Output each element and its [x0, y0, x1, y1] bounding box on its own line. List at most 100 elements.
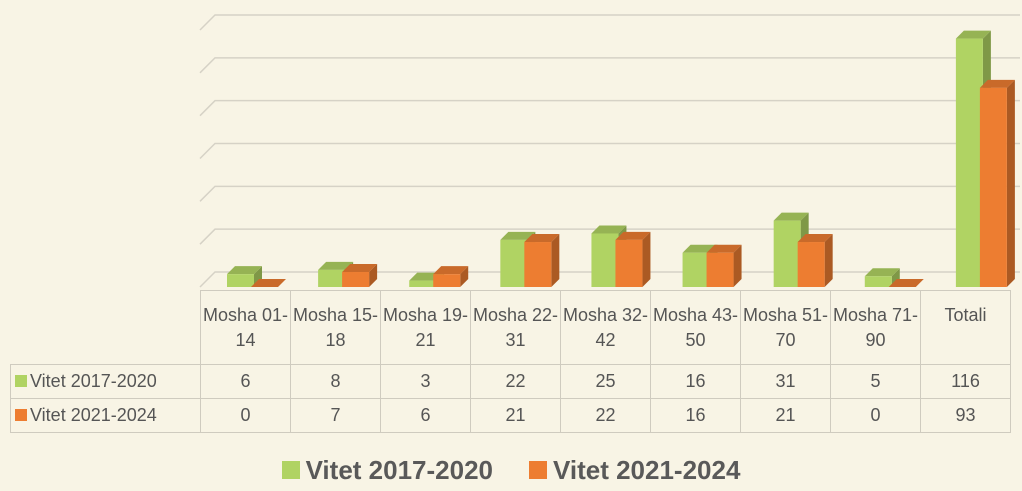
series-cell: Vitet 2017-2020 [10, 364, 201, 399]
bar [797, 242, 825, 287]
bar [409, 280, 437, 287]
bar-top [318, 261, 354, 270]
bar-top [797, 234, 833, 243]
bar [979, 87, 1007, 287]
bar-top [591, 225, 627, 234]
value-cell: 22 [560, 398, 651, 433]
category-label: Mosha 19-21 [380, 290, 471, 365]
bar [706, 252, 734, 287]
bar-top [773, 212, 809, 221]
bar [524, 242, 552, 287]
bar [318, 269, 346, 287]
bar-side [551, 234, 560, 287]
value-cell: 6 [380, 398, 471, 433]
category-label: Totali [920, 290, 1011, 365]
bar-3d [342, 264, 378, 287]
grid-line [199, 185, 1020, 202]
grid-line [199, 271, 1020, 288]
bar-side [369, 264, 378, 287]
bar-side [460, 266, 469, 287]
category-label: Mosha 32-42 [560, 290, 651, 365]
swatch [15, 375, 27, 387]
grid-line [199, 142, 1020, 160]
bar-top [706, 244, 742, 253]
value-cell: 8 [290, 364, 381, 399]
bar-side [1006, 79, 1015, 287]
bar [433, 274, 461, 287]
value-cell: 0 [200, 398, 291, 433]
bar-top [227, 266, 262, 275]
bar-top [342, 264, 378, 273]
bar-3d [797, 234, 833, 287]
bar-3d [888, 279, 924, 287]
value-cell: 5 [830, 364, 921, 399]
bar-top [888, 279, 924, 287]
value-cell: 21 [470, 398, 561, 433]
value-cell: 6 [200, 364, 291, 399]
legend-item: Vitet 2017-2020 [281, 455, 493, 485]
legend-swatch [529, 461, 547, 479]
grid-line [199, 228, 1020, 245]
series-name: Vitet 2017-2020 [30, 371, 157, 391]
legend: Vitet 2017-2020 Vitet 2021-2024 [0, 455, 1022, 486]
grid-line [199, 99, 1020, 117]
grid-line [199, 14, 1020, 31]
bar-top [864, 268, 900, 277]
value-cell: 22 [470, 364, 561, 399]
bar-side [824, 234, 833, 287]
bar [227, 274, 254, 287]
category-label: Mosha 43-50 [650, 290, 741, 365]
swatch [15, 409, 27, 421]
category-label: Mosha 15-18 [290, 290, 381, 365]
bar-top [251, 279, 286, 287]
bar-top [615, 231, 651, 240]
bar-3d [524, 234, 560, 287]
legend-swatch [281, 461, 300, 479]
bar-side [642, 231, 651, 287]
bar [342, 272, 370, 287]
table-row: Vitet 2017-2020 6 8 3 22 25 16 31 5 116 [10, 364, 1011, 399]
table-header: Mosha 01-14 Mosha 15-18 Mosha 19-21 Mosha 2… [11, 290, 1011, 365]
legend-label: Vitet 2017-2020 [305, 455, 493, 485]
bar-3d [706, 244, 742, 287]
bar-3d [251, 279, 286, 287]
bar [955, 38, 983, 287]
value-cell: 93 [920, 398, 1011, 433]
bar-3d [979, 79, 1015, 287]
bar-top [500, 231, 536, 240]
bar [615, 239, 643, 287]
bar-top [524, 234, 560, 243]
bar [500, 239, 528, 287]
value-cell: 3 [380, 364, 471, 399]
value-cell: 116 [920, 364, 1011, 399]
bar [682, 252, 710, 287]
blank-cell [11, 291, 201, 365]
bar [864, 276, 892, 287]
bar-side [254, 266, 262, 287]
bar-3d [433, 266, 469, 287]
data-table: Mosha 01-14 Mosha 15-18 Mosha 19-21 Mosha 2… [10, 290, 1011, 433]
category-label: Mosha 71-90 [830, 290, 921, 365]
bar-top [955, 30, 991, 39]
bar-3d [227, 266, 262, 287]
value-cell: 21 [740, 398, 831, 433]
value-cell: 25 [560, 364, 651, 399]
value-cell: 31 [740, 364, 831, 399]
bar-top [433, 266, 469, 275]
bar-top [979, 79, 1015, 88]
legend-item: Vitet 2021-2024 [529, 455, 740, 485]
category-label: Mosha 51-70 [740, 290, 831, 365]
bar-3d [615, 231, 651, 287]
table-row: Vitet 2021-2024 0 7 6 21 22 16 21 0 93 [10, 398, 1011, 433]
bar [591, 233, 619, 287]
value-cell: 0 [830, 398, 921, 433]
value-cell: 16 [650, 364, 741, 399]
series-cell: Vitet 2021-2024 [10, 398, 201, 433]
series-name: Vitet 2021-2024 [30, 405, 157, 425]
category-label: Mosha 01-14 [200, 290, 291, 365]
bar-side [733, 244, 742, 287]
category-label: Mosha 22-31 [470, 290, 561, 365]
legend-label: Vitet 2021-2024 [553, 455, 741, 485]
